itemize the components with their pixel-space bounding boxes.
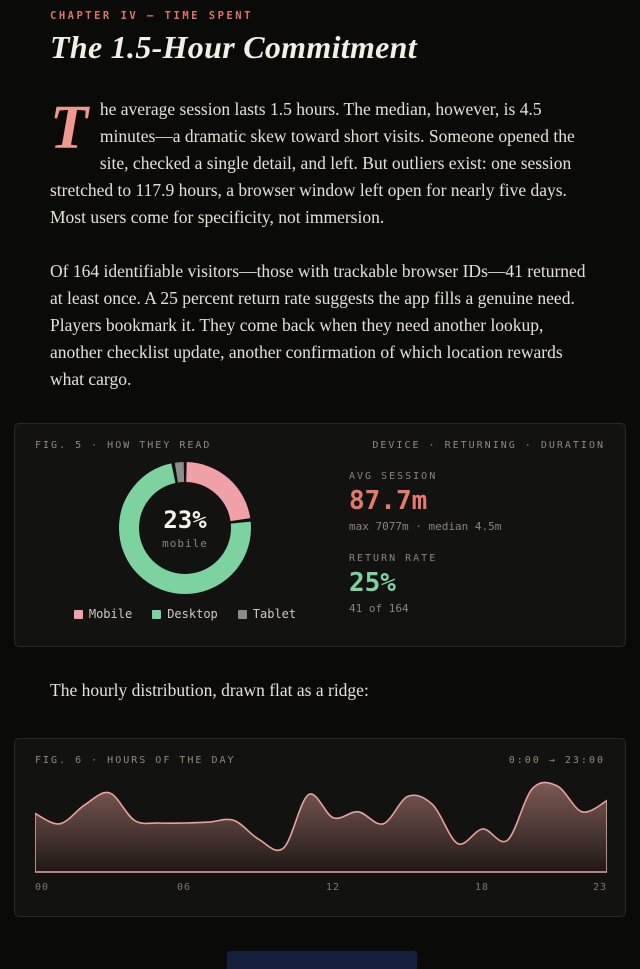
x-tick-06: 06 — [177, 882, 191, 893]
stat-avg-session: AVG SESSION 87.7m max 7077m · median 4.5… — [349, 471, 501, 533]
page-title: The 1.5-Hour Commitment — [50, 29, 417, 65]
legend-swatch-desktop-icon — [152, 609, 162, 619]
paragraph-visitors: Of 164 identifiable visitors—those with … — [50, 261, 586, 389]
dropcap-letter: T — [50, 94, 88, 162]
legend-item-tablet: Tablet — [237, 607, 297, 621]
figure-5-header: FIG. 5 · HOW THEY READ DEVICE · RETURNIN… — [35, 440, 605, 451]
x-tick-18: 18 — [475, 882, 489, 893]
figure-6-meta: 0:00 → 23:00 — [508, 755, 605, 766]
donut-center-value: 23% — [163, 506, 207, 534]
ridge-chart: 00 06 12 18 23 — [35, 781, 607, 893]
x-tick-00: 00 — [35, 882, 49, 893]
donut-column: 23% mobile Mobile Desktop Tablet — [35, 461, 335, 621]
x-tick-23: 23 — [593, 882, 607, 893]
legend-label-mobile: Mobile — [88, 607, 133, 621]
legend-item-mobile: Mobile — [73, 607, 133, 621]
stat-return-rate-label: RETURN RATE — [349, 553, 438, 564]
stat-avg-session-value: 87.7m — [349, 486, 428, 516]
paragraph-intro-text: he average session lasts 1.5 hours. The … — [50, 99, 575, 227]
figure-6-title: FIG. 6 · HOURS OF THE DAY — [35, 755, 236, 766]
figure-5-meta: DEVICE · RETURNING · DURATION — [372, 440, 605, 451]
stat-avg-session-label: AVG SESSION — [349, 471, 438, 482]
donut-segment-desktop — [119, 462, 251, 594]
figure-5-panel: FIG. 5 · HOW THEY READ DEVICE · RETURNIN… — [14, 423, 626, 647]
donut-legend: Mobile Desktop Tablet — [73, 607, 297, 621]
paragraph-ridge-leadin: The hourly distribution, drawn flat as a… — [50, 680, 369, 700]
ridge-area-path — [35, 781, 607, 873]
figure-5-body: 23% mobile Mobile Desktop Tablet AVG SES… — [35, 461, 605, 621]
chapter-label: CHAPTER IV — TIME SPENT — [50, 10, 253, 22]
stat-avg-session-sub: max 7077m · median 4.5m — [349, 520, 502, 533]
donut-center: 23% mobile — [118, 461, 252, 595]
figure-6-header: FIG. 6 · HOURS OF THE DAY 0:00 → 23:00 — [35, 755, 605, 766]
legend-swatch-mobile-icon — [73, 609, 83, 619]
donut-chart: 23% mobile — [118, 461, 252, 595]
legend-label-desktop: Desktop — [167, 607, 218, 621]
next-section-cutoff-block — [227, 951, 417, 969]
figure-6-panel: FIG. 6 · HOURS OF THE DAY 0:00 → 23:00 0… — [14, 738, 626, 917]
stat-return-rate-value: 25% — [349, 568, 396, 598]
stat-return-rate-sub: 41 of 164 — [349, 602, 409, 615]
x-tick-12: 12 — [326, 882, 340, 893]
donut-svg — [119, 462, 251, 594]
legend-item-desktop: Desktop — [152, 607, 218, 621]
figure-5-title: FIG. 5 · HOW THEY READ — [35, 440, 212, 451]
legend-label-tablet: Tablet — [252, 607, 297, 621]
stat-return-rate: RETURN RATE 25% 41 of 164 — [349, 553, 501, 615]
legend-swatch-tablet-icon — [237, 609, 247, 619]
donut-center-label: mobile — [162, 537, 208, 550]
stats-column: AVG SESSION 87.7m max 7077m · median 4.5… — [349, 461, 501, 621]
